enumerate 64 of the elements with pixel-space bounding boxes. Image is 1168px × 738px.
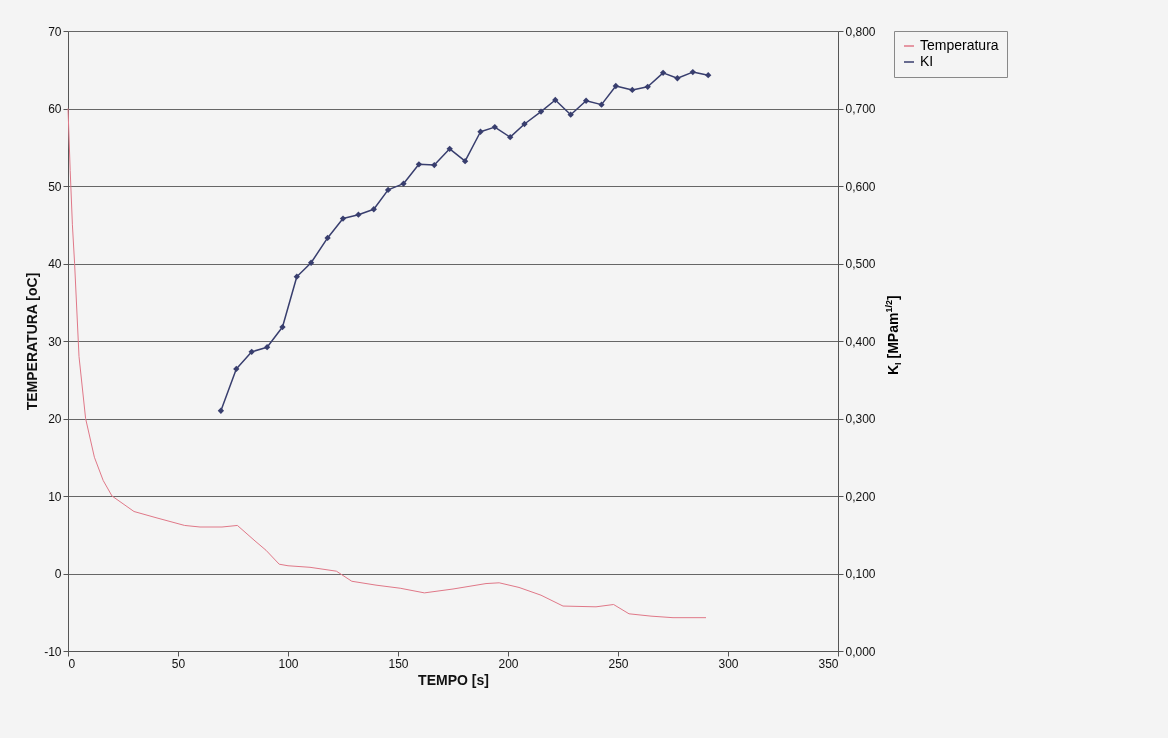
x-tick-label: 350 xyxy=(818,656,839,671)
y-tick-label: 30 xyxy=(48,334,62,349)
x-tick-label: 300 xyxy=(718,656,739,671)
point xyxy=(307,259,315,266)
x-tick-label: 0 xyxy=(68,656,76,671)
line-series xyxy=(67,108,707,619)
point xyxy=(507,134,514,141)
x-tick-label: 200 xyxy=(498,656,519,671)
point xyxy=(355,211,362,218)
point xyxy=(248,348,255,356)
point xyxy=(629,86,636,94)
point xyxy=(446,145,453,152)
point xyxy=(477,128,484,135)
y2-tick-label: 0,300 xyxy=(845,412,876,426)
x-tick-label: 250 xyxy=(608,656,629,671)
point xyxy=(552,96,559,104)
legend-label: KI xyxy=(920,53,934,69)
y2-tick-label: 0,000 xyxy=(845,644,876,659)
y2-tick-label: 0,100 xyxy=(845,567,876,581)
point xyxy=(659,69,667,77)
y-tick-label: 70 xyxy=(48,24,62,39)
x-tick-label: 50 xyxy=(171,656,186,671)
point xyxy=(370,206,377,213)
point xyxy=(324,234,331,242)
point xyxy=(567,111,574,118)
point xyxy=(644,83,651,90)
point xyxy=(537,108,545,115)
point xyxy=(384,186,392,194)
point xyxy=(582,97,590,104)
y-tick-label: 20 xyxy=(48,412,62,426)
x-tick-label: 100 xyxy=(278,656,299,671)
legend-label: Temperatura xyxy=(920,37,999,53)
y-tick-label: 40 xyxy=(48,257,62,271)
point xyxy=(598,101,605,108)
y2-tick-label: 0,400 xyxy=(845,334,876,349)
point xyxy=(293,273,300,280)
y2-tick-label: 0,600 xyxy=(845,179,876,194)
point xyxy=(415,161,423,168)
y-tick-label: 60 xyxy=(48,102,62,116)
point xyxy=(339,215,347,222)
y2-tick-label: 0,700 xyxy=(845,102,876,116)
point xyxy=(217,407,225,414)
point xyxy=(400,180,407,187)
x-axis-title: TEMPO [s] xyxy=(418,671,489,688)
point xyxy=(279,323,286,331)
y-tick-label: 0 xyxy=(54,567,62,581)
y2-tick-label: 0,500 xyxy=(845,257,876,271)
point xyxy=(233,365,240,373)
point xyxy=(491,123,498,131)
y2-tick-label: 0,200 xyxy=(845,489,876,504)
point xyxy=(263,344,271,351)
point xyxy=(689,68,696,76)
y-axis-title: TEMPERATURA [oC] xyxy=(24,272,41,411)
point xyxy=(521,120,528,128)
point xyxy=(612,82,619,90)
point xyxy=(674,75,681,82)
y2-tick-label: 0,800 xyxy=(845,24,876,39)
y-tick-label: 10 xyxy=(48,489,62,504)
y-tick-label: 50 xyxy=(48,179,62,194)
point xyxy=(431,161,438,169)
point xyxy=(705,72,712,79)
point xyxy=(461,158,469,165)
x-tick-label: 150 xyxy=(388,656,409,671)
y-tick-label: -10 xyxy=(44,644,62,659)
